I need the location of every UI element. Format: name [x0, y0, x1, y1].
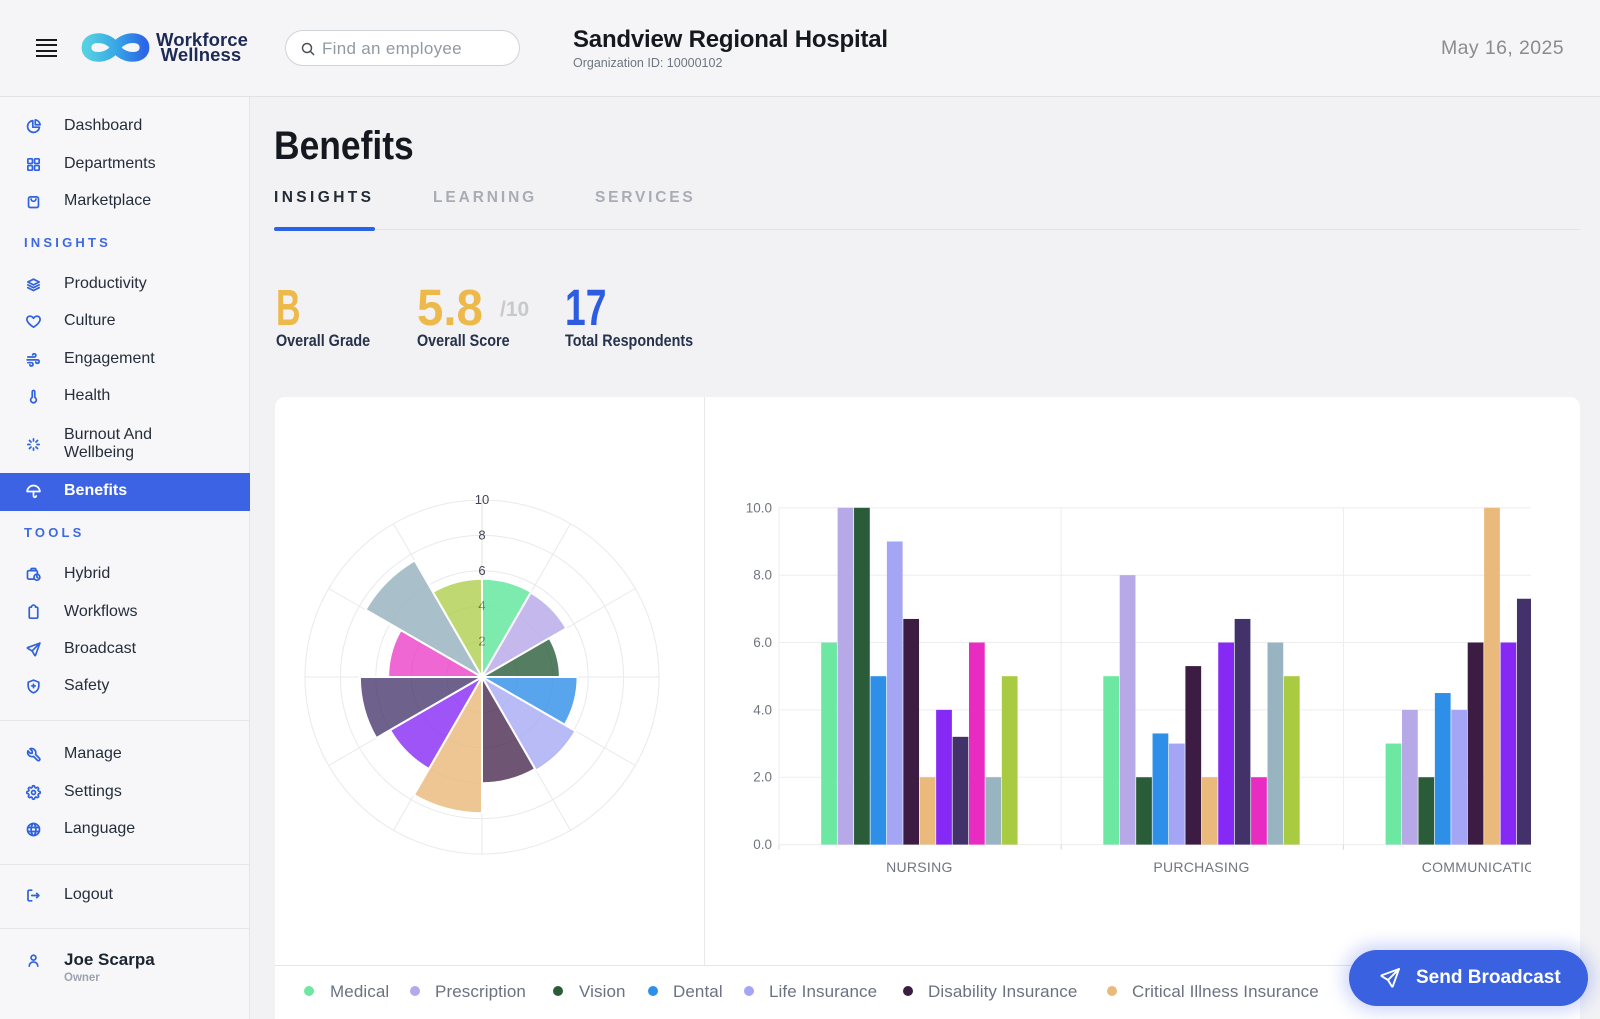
- svg-text:NURSING: NURSING: [886, 859, 953, 875]
- svg-text:8.0: 8.0: [753, 568, 772, 583]
- svg-text:8: 8: [478, 527, 485, 542]
- svg-text:4.0: 4.0: [753, 702, 772, 717]
- svg-text:4: 4: [478, 598, 485, 613]
- svg-text:2: 2: [478, 634, 485, 649]
- svg-text:COMMUNICATION: COMMUNICATION: [1422, 859, 1546, 875]
- svg-text:10: 10: [475, 492, 489, 507]
- svg-text:0.0: 0.0: [753, 837, 772, 852]
- svg-text:PURCHASING: PURCHASING: [1153, 859, 1249, 875]
- svg-text:6: 6: [478, 563, 485, 578]
- svg-text:2.0: 2.0: [753, 770, 772, 785]
- svg-text:6.0: 6.0: [753, 635, 772, 650]
- svg-text:10.0: 10.0: [746, 500, 772, 515]
